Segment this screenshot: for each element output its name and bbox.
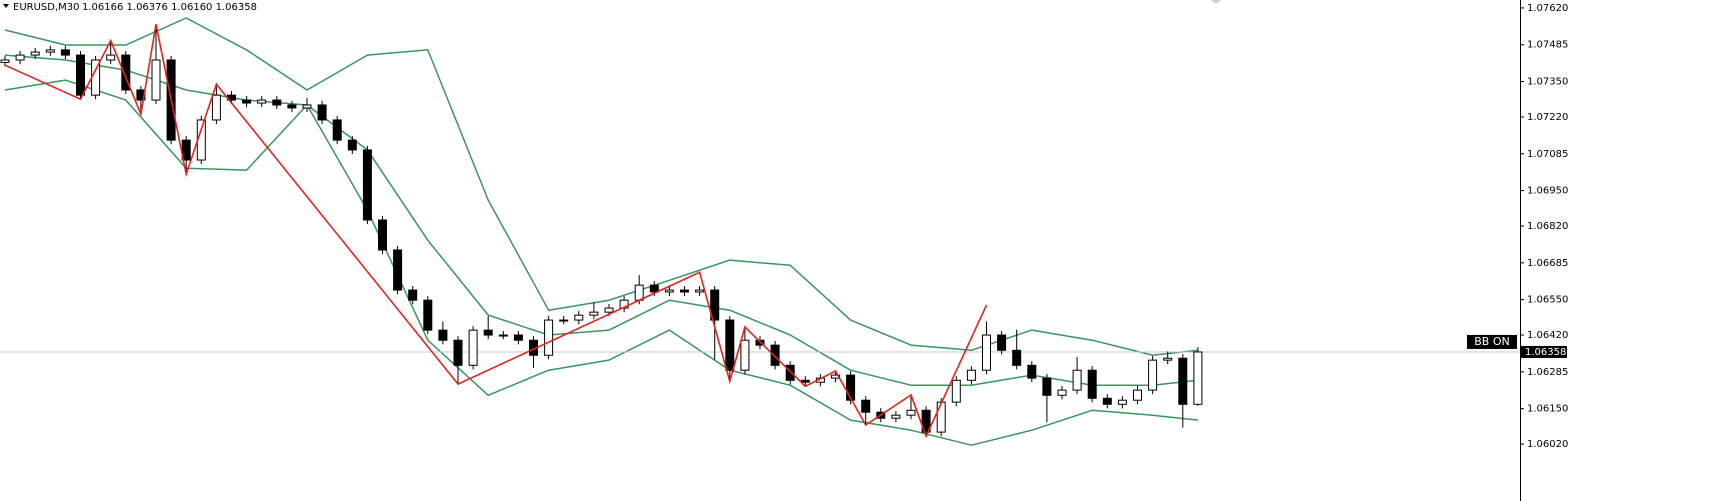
bollinger-lower (4, 79, 1198, 446)
candle-body (634, 284, 644, 301)
y-tick-label: 1.07085 (1527, 149, 1568, 160)
candle-body (1133, 389, 1142, 401)
symbol-menu-arrow[interactable] (3, 4, 9, 8)
candle-body (951, 379, 961, 403)
candle-body (966, 369, 976, 381)
candle-body (891, 414, 901, 419)
candle-body (1027, 364, 1037, 379)
candle-body (438, 329, 448, 341)
candle-body (121, 54, 131, 91)
candle-body (60, 49, 70, 56)
candle-body (1102, 397, 1112, 405)
candle-body (302, 104, 312, 109)
candle-body (378, 219, 387, 251)
y-tick-label: 1.06020 (1527, 439, 1568, 450)
candle-body (393, 249, 403, 291)
y-tick-label: 1.06950 (1527, 186, 1568, 197)
bollinger-middle (4, 54, 1198, 386)
candle-body (1057, 389, 1067, 396)
candle-body (649, 284, 659, 293)
y-tick-label: 1.06420 (1527, 330, 1568, 341)
candle-body (861, 399, 871, 413)
y-tick-label: 1.06150 (1527, 404, 1568, 415)
header-ohlc: 1.06166 1.06376 1.06160 1.06358 (82, 2, 257, 13)
current-price-box (1521, 345, 1567, 358)
candle-body (362, 149, 372, 221)
candle-body (181, 139, 191, 161)
candle-body (287, 104, 297, 109)
candle-body (695, 289, 705, 293)
candle-body (1178, 357, 1188, 405)
candle-body (30, 51, 40, 56)
candle-body (453, 339, 463, 366)
y-tick-label: 1.07220 (1527, 112, 1568, 123)
y-tick-label: 1.07350 (1527, 77, 1568, 88)
candle-body (423, 299, 433, 331)
candle-body (1117, 399, 1127, 405)
candle-body (982, 334, 991, 371)
candle-body (483, 329, 493, 336)
candle-body (272, 99, 282, 106)
candle-body (559, 319, 569, 322)
y-tick-label: 1.07485 (1527, 40, 1568, 51)
scroll-marker (1211, 0, 1221, 4)
candle-body (151, 59, 161, 101)
candle-body (936, 401, 946, 433)
candle-body (1193, 351, 1203, 405)
candle-body (1072, 369, 1082, 391)
candle-body (846, 374, 856, 401)
indicator-label: BB ON (1474, 335, 1509, 348)
candle-body (106, 54, 116, 61)
candle-body (906, 409, 916, 416)
candle-body (785, 364, 795, 381)
candle-body (1042, 377, 1052, 396)
candle-body (211, 94, 221, 121)
candle-body (1012, 349, 1022, 366)
candle-body (725, 319, 735, 371)
current-price-label: 1.06358 (1525, 347, 1566, 358)
candle-body (1148, 359, 1158, 391)
candle-body (408, 289, 418, 301)
candle-body (710, 289, 720, 321)
candle-body (921, 409, 931, 433)
candle-body (1163, 357, 1173, 361)
y-tick-label: 1.06550 (1527, 295, 1568, 306)
candle-body (347, 139, 357, 151)
candle-body (664, 289, 674, 293)
candle-body (468, 329, 478, 366)
candle-body (589, 311, 599, 316)
y-tick-label: 1.06685 (1527, 258, 1568, 269)
candle-body (76, 54, 85, 96)
candle-body (498, 334, 508, 337)
candle-body (15, 54, 25, 61)
candle-body (604, 307, 614, 313)
candle-body (513, 334, 523, 341)
y-tick-label: 1.06820 (1527, 221, 1568, 232)
candle-body (544, 319, 554, 356)
symbol-label: EURUSD,M30 (13, 2, 79, 13)
candle-body (740, 339, 750, 371)
candle-body (317, 104, 327, 121)
candle-body (997, 334, 1007, 351)
candle-body (257, 99, 267, 104)
candle-body (242, 99, 252, 104)
y-tick-label: 1.07620 (1527, 3, 1568, 14)
candle-body (574, 314, 584, 321)
zigzag-line (4, 24, 988, 439)
indicator-box (1467, 334, 1517, 349)
candle-body (0, 59, 10, 63)
candle-body (770, 344, 780, 366)
candle-body (680, 289, 689, 293)
candle-body (800, 379, 810, 383)
y-tick-label: 1.06285 (1527, 367, 1568, 378)
candle-body (45, 49, 55, 53)
candle-body (1087, 369, 1097, 399)
candle-body (332, 119, 342, 141)
bollinger-upper (4, 17, 1198, 356)
